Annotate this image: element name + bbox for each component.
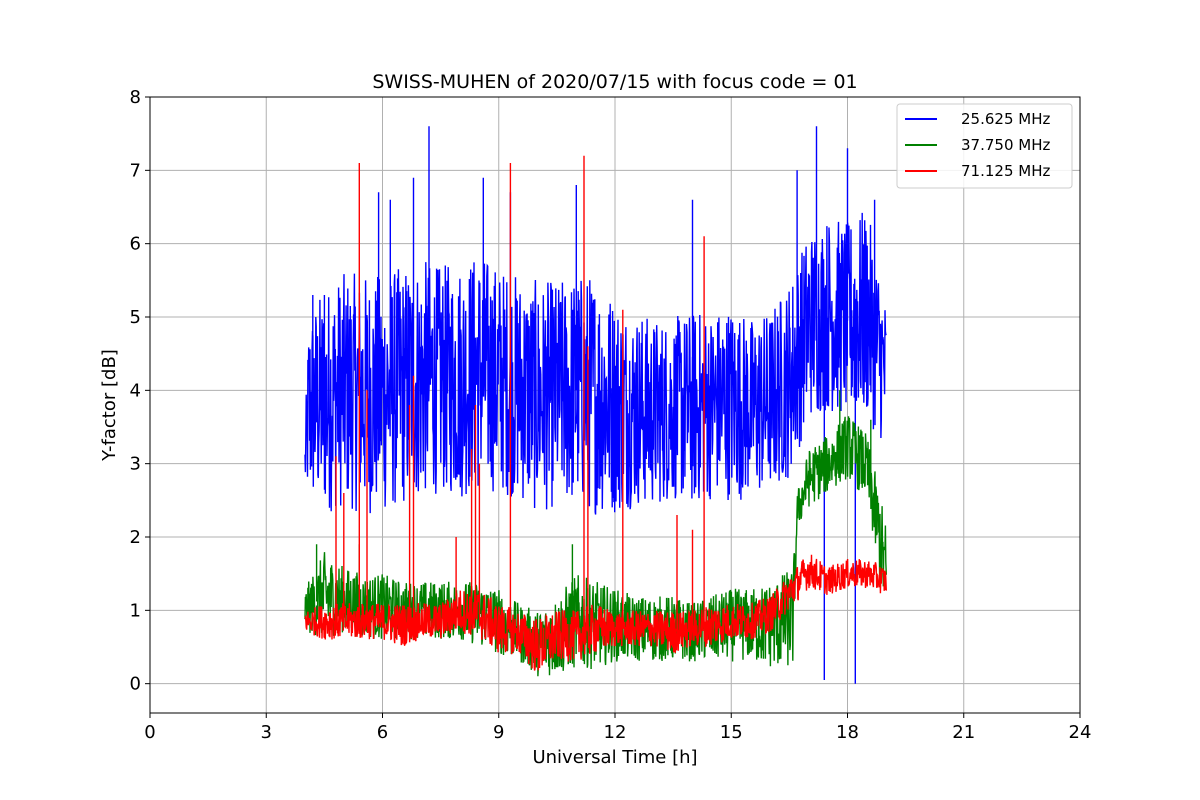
x-tick-label: 3 <box>261 722 272 743</box>
legend-box <box>896 103 1073 189</box>
chart-title: SWISS-MUHEN of 2020/07/15 with focus cod… <box>372 71 857 93</box>
series-25-625-mhz <box>304 126 887 684</box>
x-tick-label: 15 <box>720 722 743 743</box>
y-tick-label: 0 <box>130 674 141 695</box>
y-tick-label: 6 <box>130 234 141 255</box>
series-71-125-mhz <box>304 155 887 671</box>
x-tick-label: 6 <box>377 722 388 743</box>
y-tick-label: 4 <box>130 380 141 401</box>
x-tick-label: 21 <box>952 722 975 743</box>
y-tick-label: 1 <box>130 600 141 621</box>
y-axis: 0 1 2 3 4 5 6 7 8 <box>130 87 150 695</box>
plot-area <box>304 126 887 684</box>
y-tick-label: 5 <box>130 307 141 328</box>
legend-label: 37.750 MHz <box>961 136 1050 154</box>
x-tick-label: 12 <box>604 722 627 743</box>
x-tick-label: 9 <box>493 722 504 743</box>
x-tick-label: 24 <box>1069 722 1092 743</box>
x-tick-label: 18 <box>836 722 859 743</box>
legend-label: 71.125 MHz <box>961 162 1050 180</box>
y-tick-label: 7 <box>130 160 141 181</box>
x-axis-label: Universal Time [h] <box>532 747 697 768</box>
y-axis-label: Y-factor [dB] <box>99 349 120 462</box>
y-tick-label: 3 <box>130 454 141 475</box>
legend: 25.625 MHz 37.750 MHz 71.125 MHz <box>896 103 1073 189</box>
series-line <box>304 155 887 671</box>
y-tick-label: 2 <box>130 527 141 548</box>
y-tick-label: 8 <box>130 87 141 108</box>
x-tick-label: 0 <box>144 722 155 743</box>
x-axis: 0 3 6 9 12 15 18 21 24 <box>144 713 1091 743</box>
legend-label: 25.625 MHz <box>961 110 1050 128</box>
series-line <box>304 126 887 684</box>
